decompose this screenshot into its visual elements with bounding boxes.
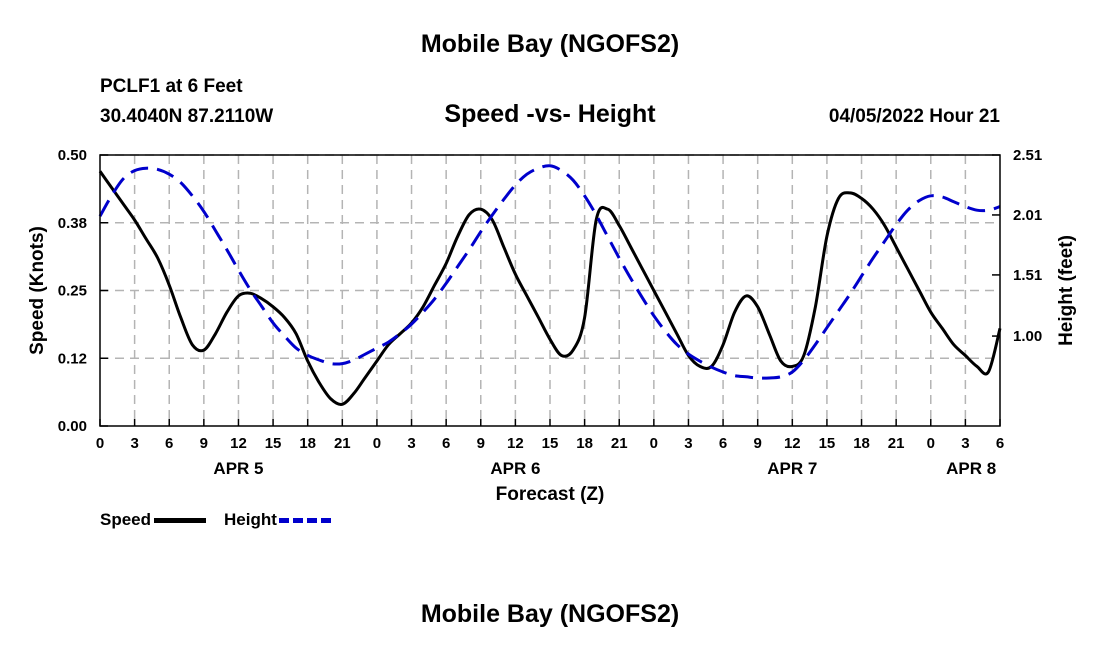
date-label: APR 5 [213,459,263,478]
x-tick-label: 3 [130,435,138,452]
x-tick-label: 9 [200,435,208,452]
x-tick-label: 21 [334,435,351,452]
station-label: PCLF1 at 6 Feet [100,76,243,97]
y-right-axis-label: Height (feet) [1056,235,1077,346]
x-tick-label: 21 [888,435,905,452]
date-label: APR 8 [946,459,996,478]
x-tick-label: 6 [996,435,1004,452]
legend-height-swatch [278,517,331,523]
x-tick-label: 6 [442,435,450,452]
y-left-tick-label: 0.38 [58,215,87,232]
x-tick-label: 18 [299,435,316,452]
x-tick-label: 9 [754,435,762,452]
x-tick-label: 15 [819,435,836,452]
x-tick-label: 0 [650,435,658,452]
y-left-tick-label: 0.00 [58,418,87,435]
x-tick-label: 3 [407,435,415,452]
legend-height: Height [224,510,331,530]
x-tick-label: 12 [784,435,801,452]
y-right-tick-label: 2.51 [1013,147,1042,164]
x-tick-label: 0 [96,435,104,452]
y-right-tick-label: 1.00 [1013,328,1042,345]
x-axis-label: Forecast (Z) [496,484,605,505]
date-label: APR 6 [490,459,540,478]
x-tick-label: 6 [719,435,727,452]
speed-series-line [98,170,1002,406]
x-tick-label: 18 [576,435,593,452]
x-tick-label: 12 [230,435,247,452]
x-tick-label: 0 [373,435,381,452]
station-coordinates: 30.4040N 87.2110W [100,106,274,127]
x-tick-label: 15 [542,435,559,452]
legend: Speed Height [100,509,349,531]
legend-speed: Speed [100,510,207,530]
y-left-tick-label: 0.50 [58,147,87,164]
chart-title-bottom: Mobile Bay (NGOFS2) [420,600,680,628]
x-tick-label: 9 [477,435,485,452]
y-left-tick-label: 0.25 [58,283,87,300]
y-right-tick-label: 2.01 [1013,207,1042,224]
x-tick-label: 18 [853,435,870,452]
height-series-line [98,164,1001,380]
chart-subtitle: Speed -vs- Height [444,100,656,128]
date-label: APR 7 [767,459,817,478]
x-tick-label: 0 [927,435,935,452]
legend-height-label: Height [224,510,277,529]
legend-speed-swatch [154,517,207,523]
y-left-tick-label: 0.12 [58,350,87,367]
y-right-tick-label: 1.51 [1013,267,1042,284]
x-tick-label: 3 [961,435,969,452]
x-tick-label: 15 [265,435,282,452]
chart-title-top: Mobile Bay (NGOFS2) [420,30,680,58]
y-left-axis-label: Speed (Knots) [27,226,48,355]
x-tick-label: 21 [611,435,628,452]
forecast-date: 04/05/2022 Hour 21 [828,106,1000,127]
x-tick-label: 6 [165,435,173,452]
x-tick-label: 12 [507,435,524,452]
x-tick-label: 3 [684,435,692,452]
legend-speed-label: Speed [100,510,152,529]
